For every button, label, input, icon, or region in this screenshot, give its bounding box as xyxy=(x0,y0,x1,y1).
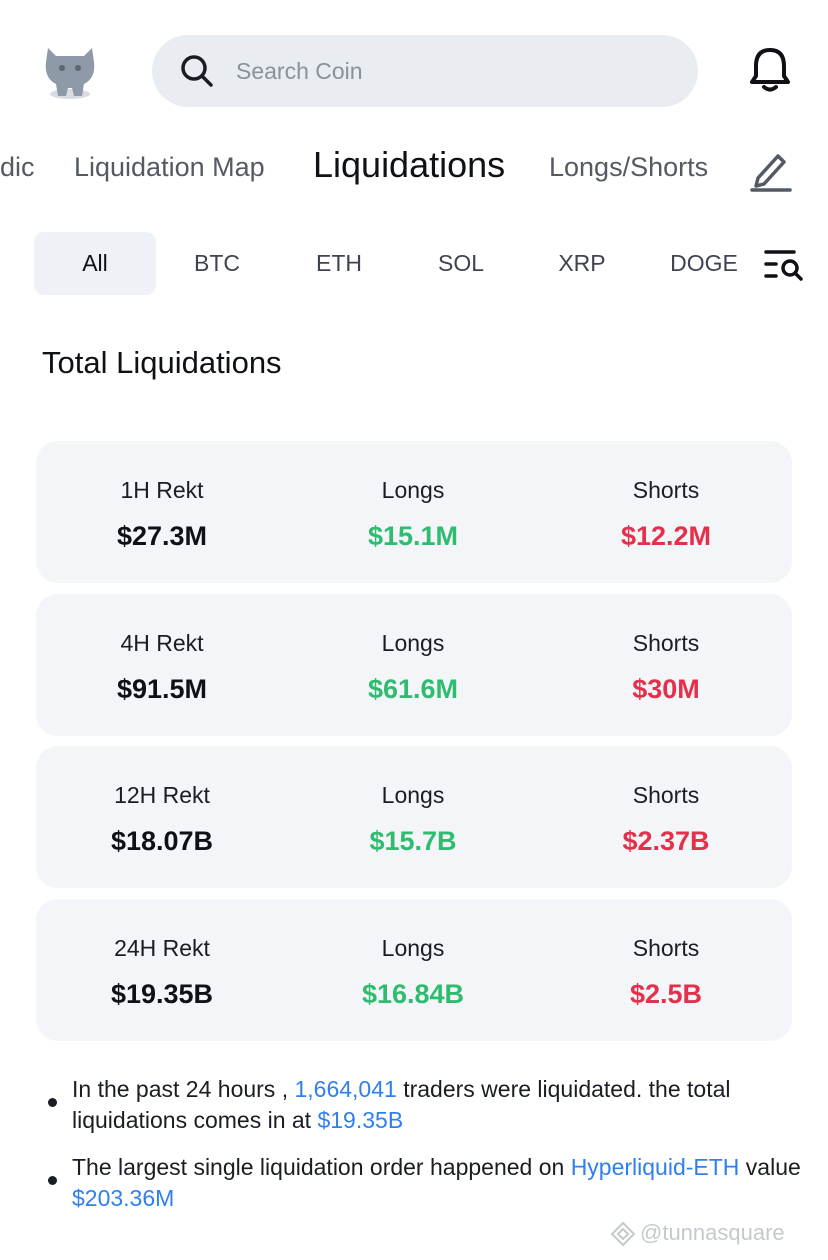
total-value: $18.07B xyxy=(110,826,214,856)
period-label: 12H Rekt xyxy=(114,782,210,808)
tab-liquidation-map[interactable]: Liquidation Map xyxy=(74,152,265,182)
period-label: 1H Rekt xyxy=(120,477,204,503)
total-amount[interactable]: $19.35B xyxy=(317,1107,404,1133)
liquidation-card-24h[interactable]: 24H Rekt $19.35B Longs $16.84B Shorts $2.5B xyxy=(36,899,792,1041)
section-title: Total Liquidations xyxy=(42,345,282,380)
shorts-value: $30M xyxy=(632,674,700,704)
note-text: The largest single liquidation order hap… xyxy=(72,1154,571,1180)
summary-notes: In the past 24 hours , 1,664,041 traders… xyxy=(42,1074,812,1230)
total-value: $91.5M xyxy=(116,674,208,704)
exchange-link[interactable]: Hyperliquid-ETH xyxy=(570,1154,740,1180)
longs-label: Longs xyxy=(381,477,445,503)
filter-search-icon[interactable] xyxy=(764,248,804,282)
shorts-label: Shorts xyxy=(632,477,700,503)
watermark: @tunnasquare xyxy=(610,1220,785,1247)
total-value: $27.3M xyxy=(116,521,208,551)
longs-label: Longs xyxy=(381,630,445,656)
longs-value: $61.6M xyxy=(367,674,459,704)
trader-count[interactable]: 1,664,041 xyxy=(294,1076,397,1102)
watermark-text: @tunnasquare xyxy=(640,1220,785,1245)
order-value[interactable]: $203.36M xyxy=(72,1185,175,1211)
chip-all[interactable]: All xyxy=(34,232,156,295)
coin-filter-bar: All BTC ETH SOL XRP DOGE xyxy=(0,232,828,296)
note-text: value xyxy=(739,1154,801,1180)
liquidation-card-1h[interactable]: 1H Rekt $27.3M Longs $15.1M Shorts $12.2M xyxy=(36,441,792,583)
bell-icon[interactable] xyxy=(748,44,792,94)
longs-value: $16.84B xyxy=(361,979,465,1009)
nav-tabs: dic Liquidation Map Liquidations Longs/S… xyxy=(0,140,828,204)
longs-value: $15.7B xyxy=(369,826,457,856)
shorts-label: Shorts xyxy=(632,782,700,808)
tab-liquidations[interactable]: Liquidations xyxy=(313,144,506,185)
chip-eth[interactable]: ETH xyxy=(316,250,362,276)
bullet-icon xyxy=(48,1098,57,1107)
chip-btc[interactable]: BTC xyxy=(194,250,240,276)
bullet-icon xyxy=(48,1176,57,1185)
longs-value: $15.1M xyxy=(367,521,459,551)
diamond-logo-icon xyxy=(610,1221,636,1247)
shorts-label: Shorts xyxy=(632,630,700,656)
chip-xrp[interactable]: XRP xyxy=(558,250,606,276)
shorts-value: $2.37B xyxy=(622,826,710,856)
shorts-label: Shorts xyxy=(632,935,700,961)
shorts-value: $12.2M xyxy=(620,521,712,551)
top-bar xyxy=(0,0,828,140)
edit-icon[interactable] xyxy=(748,146,794,192)
total-value: $19.35B xyxy=(110,979,214,1009)
note-text: In the past 24 hours , xyxy=(72,1076,295,1102)
liquidation-card-4h[interactable]: 4H Rekt $91.5M Longs $61.6M Shorts $30M xyxy=(36,594,792,736)
shorts-value: $2.5B xyxy=(629,979,703,1009)
period-label: 24H Rekt xyxy=(114,935,210,961)
note-item: The largest single liquidation order hap… xyxy=(42,1152,812,1214)
liquidation-card-12h[interactable]: 12H Rekt $18.07B Longs $15.7B Shorts $2.37B xyxy=(36,746,792,888)
search-input[interactable] xyxy=(236,57,656,85)
search-bar[interactable] xyxy=(152,35,698,107)
tab-longs-shorts[interactable]: Longs/Shorts xyxy=(549,152,709,182)
chip-sol[interactable]: SOL xyxy=(437,250,485,276)
longs-label: Longs xyxy=(381,935,445,961)
note-item: In the past 24 hours , 1,664,041 traders… xyxy=(42,1074,812,1136)
avatar[interactable] xyxy=(40,38,100,102)
note-text: traders were liquidated. the total liqui… xyxy=(72,1076,731,1133)
tab-partial[interactable]: dic xyxy=(0,152,35,182)
chip-doge[interactable]: DOGE xyxy=(670,250,738,276)
longs-label: Longs xyxy=(381,782,445,808)
period-label: 4H Rekt xyxy=(120,630,204,656)
search-icon xyxy=(181,55,213,87)
